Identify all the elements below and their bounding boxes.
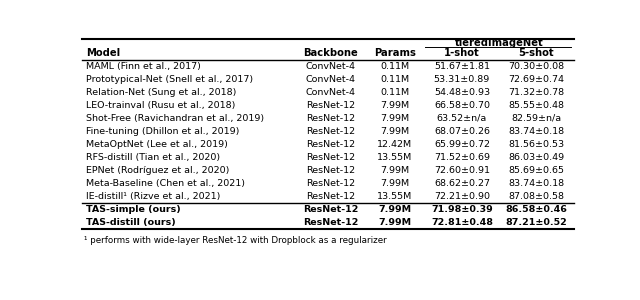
Text: 68.62±0.27: 68.62±0.27 — [434, 179, 490, 188]
Text: ResNet-12: ResNet-12 — [306, 192, 355, 201]
Text: 70.30±0.08: 70.30±0.08 — [508, 62, 564, 71]
Text: Fine-tuning (Dhillon et al., 2019): Fine-tuning (Dhillon et al., 2019) — [86, 127, 239, 136]
Text: Params: Params — [374, 48, 416, 58]
Text: 0.11M: 0.11M — [380, 88, 410, 97]
Text: 87.08±0.58: 87.08±0.58 — [508, 192, 564, 201]
Text: ConvNet-4: ConvNet-4 — [305, 88, 355, 97]
Text: MetaOptNet (Lee et al., 2019): MetaOptNet (Lee et al., 2019) — [86, 140, 228, 149]
Text: 54.48±0.93: 54.48±0.93 — [434, 88, 490, 97]
Text: 7.99M: 7.99M — [380, 166, 410, 175]
Text: 0.11M: 0.11M — [380, 75, 410, 84]
Text: IE-distill¹ (Rizve et al., 2021): IE-distill¹ (Rizve et al., 2021) — [86, 192, 220, 201]
Text: RFS-distill (Tian et al., 2020): RFS-distill (Tian et al., 2020) — [86, 153, 220, 162]
Text: 7.99M: 7.99M — [380, 114, 410, 123]
Text: 63.52±n/a: 63.52±n/a — [436, 114, 487, 123]
Text: 7.99M: 7.99M — [380, 179, 410, 188]
Text: 53.31±0.89: 53.31±0.89 — [434, 75, 490, 84]
Text: 51.67±1.81: 51.67±1.81 — [434, 62, 490, 71]
Text: ResNet-12: ResNet-12 — [306, 101, 355, 110]
Text: 83.74±0.18: 83.74±0.18 — [508, 179, 564, 188]
Text: 13.55M: 13.55M — [378, 153, 413, 162]
Text: 86.03±0.49: 86.03±0.49 — [508, 153, 564, 162]
Text: 87.21±0.52: 87.21±0.52 — [506, 218, 567, 227]
Text: Model: Model — [86, 48, 120, 58]
Text: 85.69±0.65: 85.69±0.65 — [508, 166, 564, 175]
Text: Shot-Free (Ravichandran et al., 2019): Shot-Free (Ravichandran et al., 2019) — [86, 114, 264, 123]
Text: MAML (Finn et al., 2017): MAML (Finn et al., 2017) — [86, 62, 201, 71]
Text: 7.99M: 7.99M — [380, 127, 410, 136]
Text: 72.69±0.74: 72.69±0.74 — [508, 75, 564, 84]
Text: 71.52±0.69: 71.52±0.69 — [434, 153, 490, 162]
Text: Prototypical-Net (Snell et al., 2017): Prototypical-Net (Snell et al., 2017) — [86, 75, 253, 84]
Text: 71.98±0.39: 71.98±0.39 — [431, 205, 493, 214]
Text: 12.42M: 12.42M — [378, 140, 413, 149]
Text: 5-shot: 5-shot — [518, 48, 554, 58]
Text: 65.99±0.72: 65.99±0.72 — [434, 140, 490, 149]
Text: 13.55M: 13.55M — [378, 192, 413, 201]
Text: TAS-simple (ours): TAS-simple (ours) — [86, 205, 180, 214]
Text: ResNet-12: ResNet-12 — [306, 114, 355, 123]
Text: EPNet (Rodríguez et al., 2020): EPNet (Rodríguez et al., 2020) — [86, 166, 229, 175]
Text: 72.21±0.90: 72.21±0.90 — [434, 192, 490, 201]
Text: tieredImageNet: tieredImageNet — [455, 38, 543, 48]
Text: ResNet-12: ResNet-12 — [306, 127, 355, 136]
Text: 72.60±0.91: 72.60±0.91 — [434, 166, 490, 175]
Text: 7.99M: 7.99M — [380, 101, 410, 110]
Text: 71.32±0.78: 71.32±0.78 — [508, 88, 564, 97]
Text: 72.81±0.48: 72.81±0.48 — [431, 218, 493, 227]
Text: 66.58±0.70: 66.58±0.70 — [434, 101, 490, 110]
Text: 86.58±0.46: 86.58±0.46 — [506, 205, 567, 214]
Text: LEO-trainval (Rusu et al., 2018): LEO-trainval (Rusu et al., 2018) — [86, 101, 236, 110]
Text: 0.11M: 0.11M — [380, 62, 410, 71]
Text: Relation-Net (Sung et al., 2018): Relation-Net (Sung et al., 2018) — [86, 88, 236, 97]
Text: ResNet-12: ResNet-12 — [306, 153, 355, 162]
Text: 83.74±0.18: 83.74±0.18 — [508, 127, 564, 136]
Text: 7.99M: 7.99M — [378, 205, 412, 214]
Text: TAS-distill (ours): TAS-distill (ours) — [86, 218, 176, 227]
Text: 68.07±0.26: 68.07±0.26 — [434, 127, 490, 136]
Text: ResNet-12: ResNet-12 — [306, 140, 355, 149]
Text: ResNet-12: ResNet-12 — [303, 205, 358, 214]
Text: 7.99M: 7.99M — [378, 218, 412, 227]
Text: 1-shot: 1-shot — [444, 48, 480, 58]
Text: ConvNet-4: ConvNet-4 — [305, 75, 355, 84]
Text: 85.55±0.48: 85.55±0.48 — [508, 101, 564, 110]
Text: Backbone: Backbone — [303, 48, 358, 58]
Text: ResNet-12: ResNet-12 — [306, 166, 355, 175]
Text: ResNet-12: ResNet-12 — [303, 218, 358, 227]
Text: 82.59±n/a: 82.59±n/a — [511, 114, 561, 123]
Text: Meta-Baseline (Chen et al., 2021): Meta-Baseline (Chen et al., 2021) — [86, 179, 245, 188]
Text: 81.56±0.53: 81.56±0.53 — [508, 140, 564, 149]
Text: ResNet-12: ResNet-12 — [306, 179, 355, 188]
Text: ConvNet-4: ConvNet-4 — [305, 62, 355, 71]
Text: ¹ performs with wide-layer ResNet-12 with Dropblock as a regularizer: ¹ performs with wide-layer ResNet-12 wit… — [84, 236, 387, 245]
